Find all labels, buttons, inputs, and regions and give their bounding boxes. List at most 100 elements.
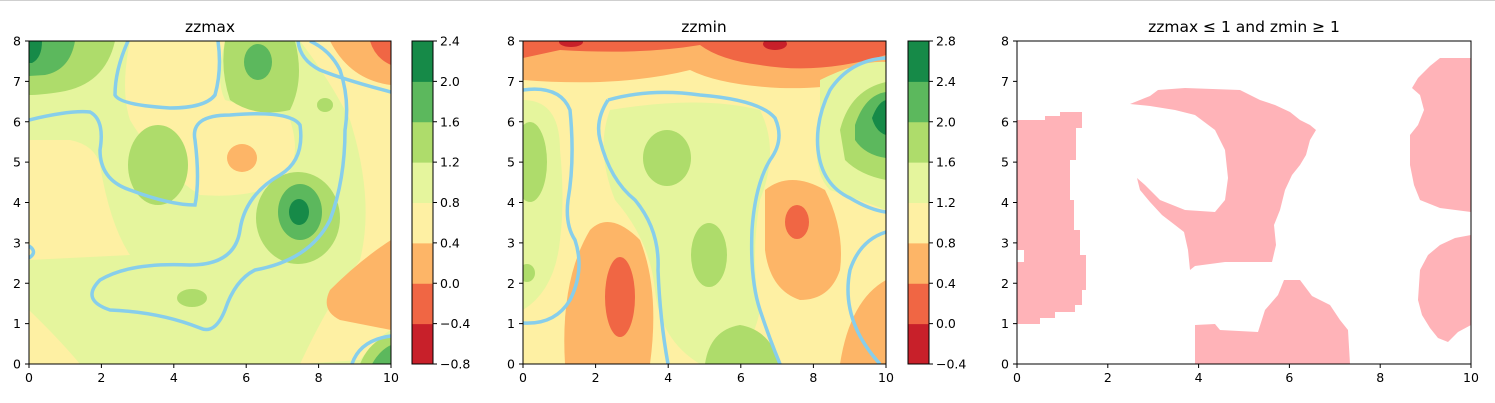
y-tick-label: 6 xyxy=(13,114,21,129)
colorbar-tick-label: 0.8 xyxy=(936,235,956,250)
colorbar-band xyxy=(412,242,433,284)
x-tick-label: 6 xyxy=(737,370,745,385)
colorbar-tick-label: 0.8 xyxy=(440,195,460,210)
colorbar-band xyxy=(908,41,929,82)
y-tick-label: 1 xyxy=(13,316,21,331)
x-tick-label: 8 xyxy=(809,370,817,385)
colorbar-band xyxy=(908,283,929,325)
zzmin-region-green-bottom xyxy=(705,325,780,364)
x-tick-label: 6 xyxy=(242,370,250,385)
y-tick-label: 5 xyxy=(13,155,21,170)
y-tick-label: 3 xyxy=(507,235,515,250)
zzmin-colorbar: −0.4 0.0 0.4 0.8 1.2 1.6 2.0 2.4 2.8 xyxy=(907,34,966,372)
zzmin-contour-left xyxy=(523,87,581,325)
zzmax-region-low-bottom xyxy=(29,310,80,364)
zzmax-region-green-dot xyxy=(317,98,333,112)
y-tick-label: 8 xyxy=(13,34,21,49)
zzmax-region-darkest-right xyxy=(289,199,309,225)
colorbar-tick-label: −0.4 xyxy=(440,316,470,331)
x-tick-label: 2 xyxy=(1104,370,1112,385)
x-tick-label: 2 xyxy=(97,370,105,385)
zzmax-contour-level-1 xyxy=(29,41,349,332)
colorbar-band xyxy=(908,323,929,365)
y-tick-label: 4 xyxy=(507,195,515,210)
zzmax-colorbar: −0.8 −0.4 0.0 0.4 0.8 1.2 1.6 2.0 2.4 xyxy=(411,34,470,372)
x-tick-label: 0 xyxy=(1013,370,1021,385)
y-tick-label: 5 xyxy=(1001,155,1009,170)
zzmax-region-green-small xyxy=(177,289,207,307)
colorbar-tick-label: 2.0 xyxy=(440,74,460,89)
panel-mask: zzmax ≤ 1 and zmin ≥ 1 0 2 4 6 8 10 0 1 2 3 4 5 6 7 8 xyxy=(1001,18,1479,385)
x-tick-label: 8 xyxy=(1376,370,1384,385)
colorbar-band xyxy=(908,81,929,123)
zzmax-region-orange-right xyxy=(326,240,391,330)
x-tick-label: 10 xyxy=(878,370,894,385)
colorbar-band xyxy=(908,202,929,244)
colorbar-tick-label: 0.0 xyxy=(936,316,956,331)
y-tick-label: 7 xyxy=(13,74,21,89)
zzmin-contour-right-top xyxy=(815,56,886,214)
mask-regions xyxy=(1017,58,1471,364)
x-tick-label: 4 xyxy=(664,370,672,385)
y-tick-label: 8 xyxy=(1001,34,1009,49)
y-tick-label: 4 xyxy=(1001,195,1009,210)
colorbar-tick-label: 1.2 xyxy=(936,195,956,210)
colorbar-tick-label: 0.4 xyxy=(936,276,956,291)
zzmax-region-low-left xyxy=(29,140,130,260)
zzmax-region-darkgreen-top xyxy=(244,44,272,80)
zzmax-region-red-topright xyxy=(370,41,391,65)
zzmin-region-orange-bottomright xyxy=(840,280,886,364)
y-tick-label: 6 xyxy=(507,114,515,129)
colorbar-tick-label: 1.2 xyxy=(440,155,460,170)
y-tick-label: 0 xyxy=(507,357,515,372)
colorbar-band xyxy=(412,41,433,82)
y-tick-label: 8 xyxy=(507,34,515,49)
colorbar-tick-label: 0.4 xyxy=(440,235,460,250)
mask-ticks: 0 2 4 6 8 10 0 1 2 3 4 5 6 7 8 xyxy=(1001,34,1479,386)
y-tick-label: 4 xyxy=(13,195,21,210)
zzmin-filled-contours xyxy=(523,41,886,364)
colorbar-tick-label: 1.6 xyxy=(440,114,460,129)
zzmin-contour-upper xyxy=(607,90,782,364)
y-tick-label: 7 xyxy=(1001,74,1009,89)
x-tick-label: 2 xyxy=(592,370,600,385)
x-tick-label: 4 xyxy=(1195,370,1203,385)
x-tick-label: 0 xyxy=(25,370,33,385)
colorbar-tick-label: −0.8 xyxy=(440,357,470,372)
x-tick-label: 8 xyxy=(315,370,323,385)
zzmin-region-green-left xyxy=(523,122,547,202)
colorbar-band xyxy=(412,162,433,203)
y-tick-label: 1 xyxy=(507,316,515,331)
zzmin-region-green-lower xyxy=(691,223,727,287)
colorbar-tick-label: 2.4 xyxy=(440,34,460,49)
zzmax-contour-topleft xyxy=(113,41,222,110)
zzmax-contour-bottomright xyxy=(350,334,391,364)
colorbar-band xyxy=(412,323,433,365)
colorbar-band xyxy=(908,162,929,203)
zzmax-region-orange-center xyxy=(227,144,257,172)
x-tick-label: 6 xyxy=(1285,370,1293,385)
window-top-border xyxy=(0,0,1495,1)
colorbar-tick-label: 2.4 xyxy=(936,74,956,89)
y-tick-label: 2 xyxy=(13,276,21,291)
colorbar-tick-label: 0.0 xyxy=(440,276,460,291)
zzmax-region-darkgreen-bottomright xyxy=(372,345,391,364)
zzmin-title: zzmin xyxy=(681,18,727,36)
colorbar-band xyxy=(412,202,433,244)
y-tick-label: 7 xyxy=(507,74,515,89)
colorbar-band xyxy=(908,121,929,163)
colorbar-tick-label: −0.4 xyxy=(936,357,966,372)
zzmax-title: zzmax xyxy=(185,18,235,36)
mask-region-center-crescent xyxy=(1130,88,1316,270)
y-tick-label: 5 xyxy=(507,155,515,170)
mask-title: zzmax ≤ 1 and zmin ≥ 1 xyxy=(1148,18,1340,36)
zzmax-contour-right xyxy=(296,41,391,94)
colorbar-band xyxy=(412,81,433,123)
zzmin-region-red-right xyxy=(785,205,809,239)
zzmax-filled-contours xyxy=(29,41,391,364)
zzmax-contour-left-small xyxy=(29,244,36,260)
y-tick-label: 1 xyxy=(1001,316,1009,331)
y-tick-label: 3 xyxy=(1001,235,1009,250)
mask-region-right-top xyxy=(1410,58,1471,212)
